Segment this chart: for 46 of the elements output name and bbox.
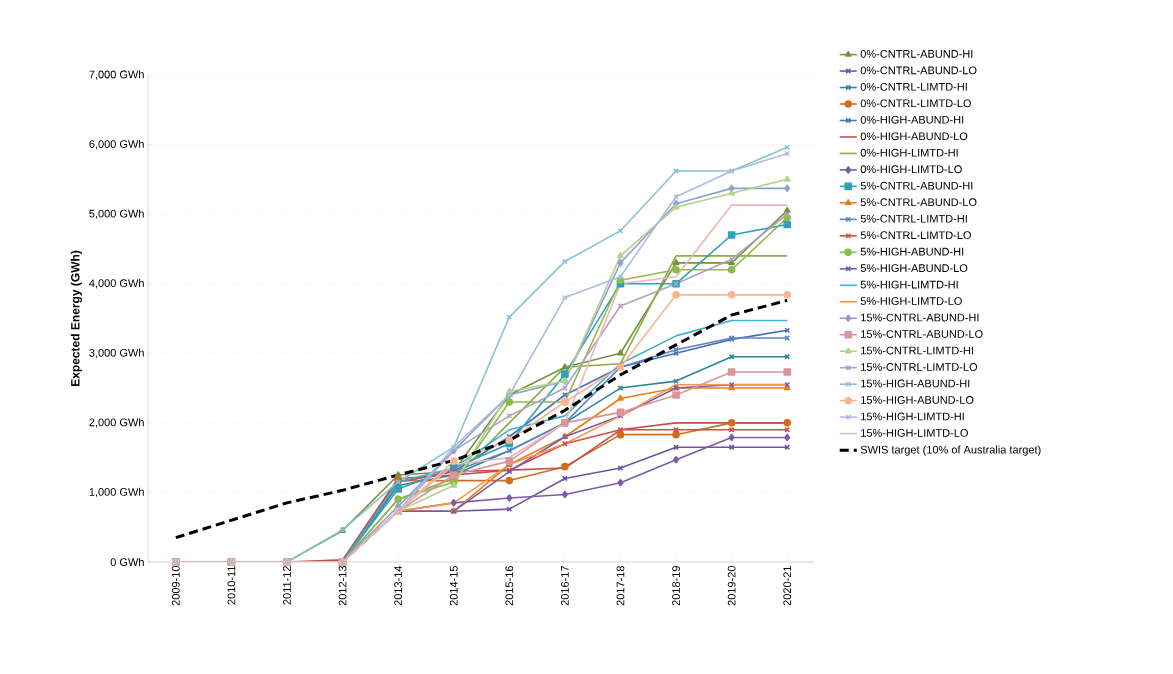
legend-label: 0%-HIGH-ABUND-LO (860, 132, 968, 141)
legend-label: 15%-HIGH-LIMTD-LO (861, 429, 968, 437)
legend-label: 15%-HIGH-LIMTD-HI (861, 412, 964, 421)
x-tick-label: 2017-18 (616, 566, 625, 606)
y-tick-label: 0 GWh (110, 557, 144, 567)
legend-label: 5%-CNTRL-ABUND-LO (860, 198, 977, 207)
legend-label: 0%-CNTRL-ABUND-LO (860, 66, 977, 75)
y-tick-label: 4,000 GWh (89, 279, 144, 289)
legend-label: 15%-CNTRL-LIMTD-LO (861, 363, 978, 371)
x-tick-label: 2015-16 (505, 566, 514, 606)
legend-label: 0%-HIGH-LIMTD-HI (860, 148, 958, 157)
y-tick-label: 1,000 GWh (89, 487, 144, 498)
legend-label: SWIS target (10% of Australia target) (860, 445, 1041, 456)
x-tick-label: 2014-15 (449, 566, 458, 606)
legend-label: 0%-HIGH-ABUND-HI (860, 115, 964, 124)
y-axis-title: Expected Energy (GWh) (70, 250, 82, 387)
legend-label: 5%-HIGH-LIMTD-LO (860, 297, 962, 305)
x-tick-label: 2011-12 (283, 566, 291, 605)
legend-label: 15%-HIGH-ABUND-HI (861, 379, 970, 388)
y-tick-label: 7,000 GWh (89, 70, 144, 80)
y-tick-label: 5,000 GWh (89, 209, 144, 219)
legend-label: 15%-CNTRL-LIMTD-HI (861, 346, 973, 355)
legend-label: 0%-HIGH-LIMTD-LO (860, 165, 962, 174)
legend-label: 15%-HIGH-ABUND-LO (861, 396, 974, 404)
legend-label: 15%-CNTRL-ABUND-LO (861, 330, 983, 338)
y-tick-label: 3,000 GWh (89, 348, 144, 358)
legend-label: 5%-HIGH-ABUND-HI (860, 247, 964, 256)
x-tick-label: 2019-20 (727, 565, 736, 606)
x-tick-label: 2018-19 (672, 566, 680, 606)
x-tick-label: 2010-11 (227, 566, 236, 605)
legend-label: 5%-HIGH-LIMTD-HI (860, 280, 958, 289)
x-tick-label: 2013-14 (394, 565, 403, 606)
x-tick-label: 2009-10 (171, 565, 180, 606)
y-tick-label: 6,000 GWh (89, 139, 144, 150)
legend-label: 0%-CNTRL-LIMTD-HI (860, 82, 967, 91)
legend-label: 0%-CNTRL-LIMTD-LO (860, 99, 971, 108)
legend-label: 5%-CNTRL-LIMTD-LO (860, 231, 971, 240)
y-tick-label: 2,000 GWh (89, 418, 144, 428)
legend-label: 5%-CNTRL-LIMTD-HI (860, 214, 967, 223)
legend-label: 5%-HIGH-ABUND-LO (860, 264, 968, 273)
legend-label: 15%-CNTRL-ABUND-HI (861, 313, 979, 322)
x-tick-label: 2012-13 (338, 566, 347, 606)
x-tick-label: 2016-17 (561, 566, 569, 606)
legend-label: 5%-CNTRL-ABUND-HI (860, 181, 973, 190)
legend-label: 0%-CNTRL-ABUND-HI (860, 49, 973, 58)
x-tick-label: 2020-21 (783, 566, 792, 606)
